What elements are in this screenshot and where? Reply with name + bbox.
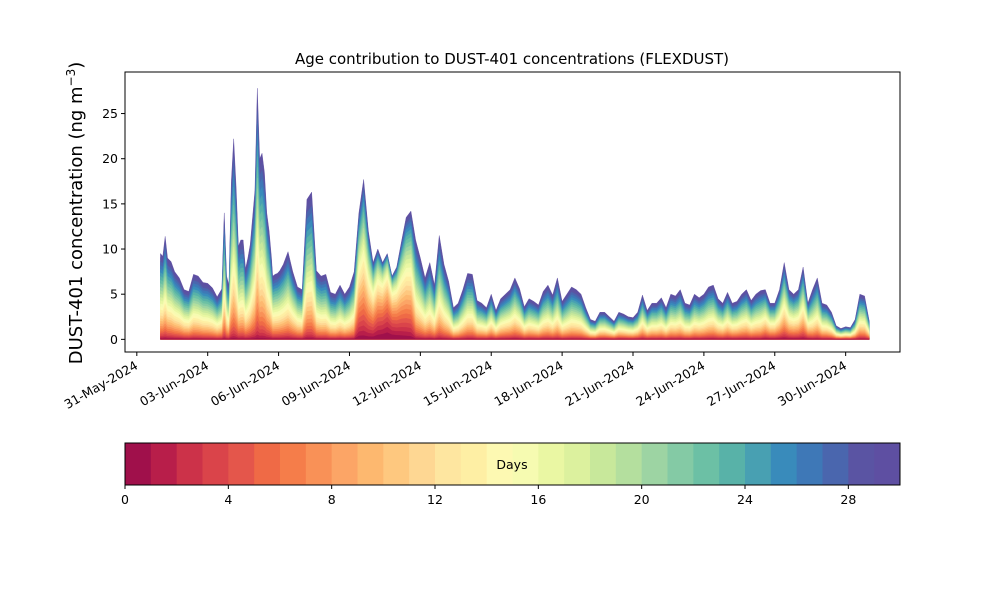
y-axis-label-end: )	[66, 62, 87, 69]
x-tick-label: 30-Jun-2024	[775, 358, 849, 409]
colorbar-swatch	[254, 443, 281, 485]
y-tick-label: 20	[102, 151, 118, 166]
colorbar	[125, 443, 901, 485]
colorbar-axis: 0 4 8 12 16 20 24 28	[121, 485, 856, 507]
colorbar-swatch	[150, 443, 178, 485]
x-tick-label: 12-Jun-2024	[350, 358, 424, 409]
x-tick-label: 24-Jun-2024	[633, 358, 707, 409]
colorbar-swatch	[874, 443, 901, 485]
colorbar-tick-label: 24	[737, 492, 753, 507]
colorbar-swatch	[667, 443, 694, 485]
colorbar-swatch	[228, 443, 255, 485]
colorbar-swatch	[176, 443, 203, 485]
colorbar-swatch	[641, 443, 668, 485]
colorbar-tick-label: 4	[224, 492, 232, 507]
y-axis-label-main: DUST-401 concentration (ng m	[66, 86, 87, 364]
y-tick-label: 5	[110, 287, 118, 302]
colorbar-tick-label: 28	[840, 492, 856, 507]
colorbar-swatch	[125, 443, 152, 485]
colorbar-swatch	[383, 443, 410, 485]
colorbar-swatch	[796, 443, 823, 485]
colorbar-swatch	[848, 443, 875, 485]
colorbar-swatch	[512, 443, 539, 485]
colorbar-swatch	[822, 443, 849, 485]
chart-title: Age contribution to DUST-401 concentrati…	[295, 50, 729, 68]
colorbar-tick-label: 20	[634, 492, 650, 507]
colorbar-swatch	[409, 443, 436, 485]
colorbar-swatch	[460, 443, 488, 485]
y-axis-label: DUST-401 concentration (ng m−3)	[64, 62, 87, 365]
colorbar-swatch	[486, 443, 513, 485]
plot-frame	[124, 71, 901, 353]
y-tick-label: 15	[102, 196, 118, 211]
x-tick-label: 31-May-2024	[61, 358, 140, 412]
colorbar-tick-label: 8	[328, 492, 336, 507]
colorbar-swatch	[615, 443, 643, 485]
colorbar-swatch	[538, 443, 565, 485]
x-tick-label: 06-Jun-2024	[208, 358, 282, 409]
x-tick-label: 03-Jun-2024	[137, 358, 211, 409]
stacked-age-areas	[160, 88, 870, 340]
x-tick-label: 21-Jun-2024	[562, 358, 636, 409]
colorbar-swatch	[305, 443, 333, 485]
x-tick-label: 15-Jun-2024	[421, 358, 495, 409]
colorbar-swatch	[331, 443, 358, 485]
colorbar-tick-label: 12	[427, 492, 443, 507]
x-axis: 31-May-202403-Jun-202406-Jun-202409-Jun-…	[61, 352, 849, 412]
colorbar-tick-label: 0	[121, 492, 129, 507]
y-axis: 0 5 10 15 20 25	[102, 106, 125, 347]
x-tick-label: 27-Jun-2024	[704, 358, 778, 409]
colorbar-swatch	[564, 443, 591, 485]
y-tick-label: 10	[102, 242, 118, 257]
y-axis-label-superscript: −3	[64, 69, 78, 87]
colorbar-swatch	[202, 443, 229, 485]
colorbar-tick-label: 16	[530, 492, 546, 507]
colorbar-swatch	[280, 443, 307, 485]
x-tick-label: 18-Jun-2024	[491, 358, 565, 409]
colorbar-frame	[124, 442, 901, 486]
y-tick-label: 0	[110, 332, 118, 347]
colorbar-swatch	[357, 443, 384, 485]
colorbar-label: Days	[496, 457, 527, 472]
y-tick-label: 25	[102, 106, 118, 121]
colorbar-swatch	[719, 443, 746, 485]
colorbar-swatch	[435, 443, 462, 485]
colorbar-swatch	[770, 443, 798, 485]
x-tick-label: 09-Jun-2024	[279, 358, 353, 409]
age-layer-0	[160, 332, 870, 340]
colorbar-swatch	[745, 443, 772, 485]
colorbar-swatch	[590, 443, 617, 485]
age-layer-1	[160, 326, 870, 340]
colorbar-swatch	[693, 443, 720, 485]
